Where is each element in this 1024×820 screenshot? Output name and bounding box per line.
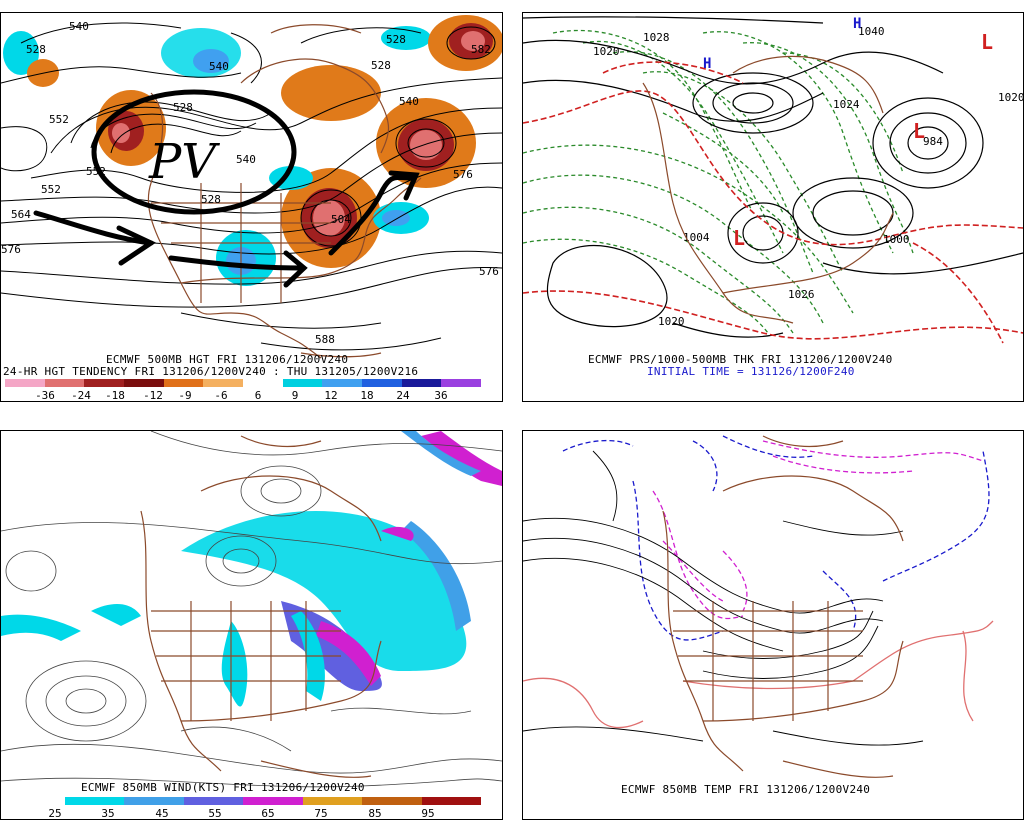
flow-arrows <box>33 170 420 288</box>
svg-text:L: L <box>913 119 925 143</box>
tendency-scale-ticks: -36 -24 -18 -12 -9 -6 6 9 12 18 24 36 <box>35 389 448 402</box>
pressure-labels: 1020 1028 1040 1020 1004 L L L H H 984 1… <box>593 16 1023 328</box>
svg-text:552: 552 <box>86 165 106 178</box>
coastlines-and-borders <box>662 435 904 778</box>
svg-text:528: 528 <box>173 101 193 114</box>
pv-annotation: PV <box>91 89 297 215</box>
svg-text:540: 540 <box>69 20 89 33</box>
svg-text:L: L <box>733 226 745 250</box>
thickness-540-line <box>523 61 1023 344</box>
svg-text:504: 504 <box>331 213 351 226</box>
svg-text:528: 528 <box>26 43 46 56</box>
svg-text:528: 528 <box>386 33 406 46</box>
coastlines-and-borders <box>140 435 382 778</box>
panel-850mb-temp: ECMWF 850MB TEMP FRI 131206/1200V240 <box>522 430 1024 820</box>
caption-500mb: ECMWF 500MB HGT FRI 131206/1200V240 <box>106 353 349 366</box>
cold-isotherms <box>652 440 984 620</box>
svg-text:H: H <box>703 56 711 72</box>
svg-text:540: 540 <box>399 95 419 108</box>
temperature-contours <box>523 450 924 746</box>
zero-isotherm <box>562 435 990 641</box>
svg-text:576: 576 <box>479 265 499 278</box>
map-pressure-thickness: 1020 1028 1040 1020 1004 L L L H H 984 1… <box>523 16 1023 344</box>
svg-text:1020: 1020 <box>658 315 685 328</box>
panel-pressure-thickness: 1020 1028 1040 1020 1004 L L L H H 984 1… <box>522 12 1024 402</box>
svg-text:1004: 1004 <box>683 231 710 244</box>
svg-text:1028: 1028 <box>643 31 670 44</box>
svg-text:984: 984 <box>923 135 943 148</box>
svg-text:564: 564 <box>11 208 31 221</box>
wind-color-scale <box>5 797 481 805</box>
svg-text:1040: 1040 <box>858 25 885 38</box>
svg-text:588: 588 <box>315 333 335 346</box>
pressure-contours <box>523 16 1023 338</box>
caption-prs-thk: ECMWF PRS/1000-500MB THK FRI 131206/1200… <box>588 353 893 366</box>
map-850mb-wind <box>1 431 502 788</box>
svg-text:540: 540 <box>236 153 256 166</box>
svg-text:576: 576 <box>1 243 21 256</box>
height-tendency-fill <box>3 15 502 286</box>
svg-text:576: 576 <box>453 168 473 181</box>
svg-text:552: 552 <box>49 113 69 126</box>
panel-850mb-wind: ECMWF 850MB WIND(KTS) FRI 131206/1200V24… <box>0 430 503 820</box>
caption-850mb-temp: ECMWF 850MB TEMP FRI 131206/1200V240 <box>621 783 871 796</box>
caption-tendency: 24-HR HGT TENDENCY FRI 131206/1200V240 :… <box>3 365 419 378</box>
svg-text:528: 528 <box>371 59 391 72</box>
svg-text:1020: 1020 <box>998 91 1023 104</box>
wind-scale-ticks: 25 35 45 55 65 75 85 95 <box>48 807 435 820</box>
map-850mb-temp <box>523 435 994 778</box>
map-500mb: PV 528 540 552 552 564 576 576 540 528 5… <box>1 15 502 359</box>
coastlines <box>642 55 894 324</box>
svg-text:528: 528 <box>201 193 221 206</box>
pv-label: PV <box>148 134 220 190</box>
panel-500mb-height: PV 528 540 552 552 564 576 576 540 528 5… <box>0 12 503 402</box>
svg-text:540: 540 <box>209 60 229 73</box>
warm-isotherms <box>523 620 994 729</box>
tendency-color-scale <box>5 379 482 387</box>
svg-text:1020: 1020 <box>593 45 620 58</box>
svg-text:L: L <box>981 30 993 54</box>
caption-850mb-wind: ECMWF 850MB WIND(KTS) FRI 131206/1200V24… <box>81 781 365 794</box>
svg-text:552: 552 <box>41 183 61 196</box>
svg-text:1024: 1024 <box>833 98 860 111</box>
svg-text:H: H <box>853 16 861 32</box>
thickness-contours <box>523 29 914 334</box>
streamlines <box>1 431 502 788</box>
svg-text:582: 582 <box>471 43 491 56</box>
caption-initial-time: INITIAL TIME = 131126/1200F240 <box>647 365 855 378</box>
contour-labels: 528 540 552 552 564 576 576 540 528 540 … <box>1 20 499 346</box>
svg-text:1000: 1000 <box>883 233 910 246</box>
height-contours <box>1 22 502 351</box>
wind-speed-fill <box>1 431 502 707</box>
svg-text:1026: 1026 <box>788 288 815 301</box>
